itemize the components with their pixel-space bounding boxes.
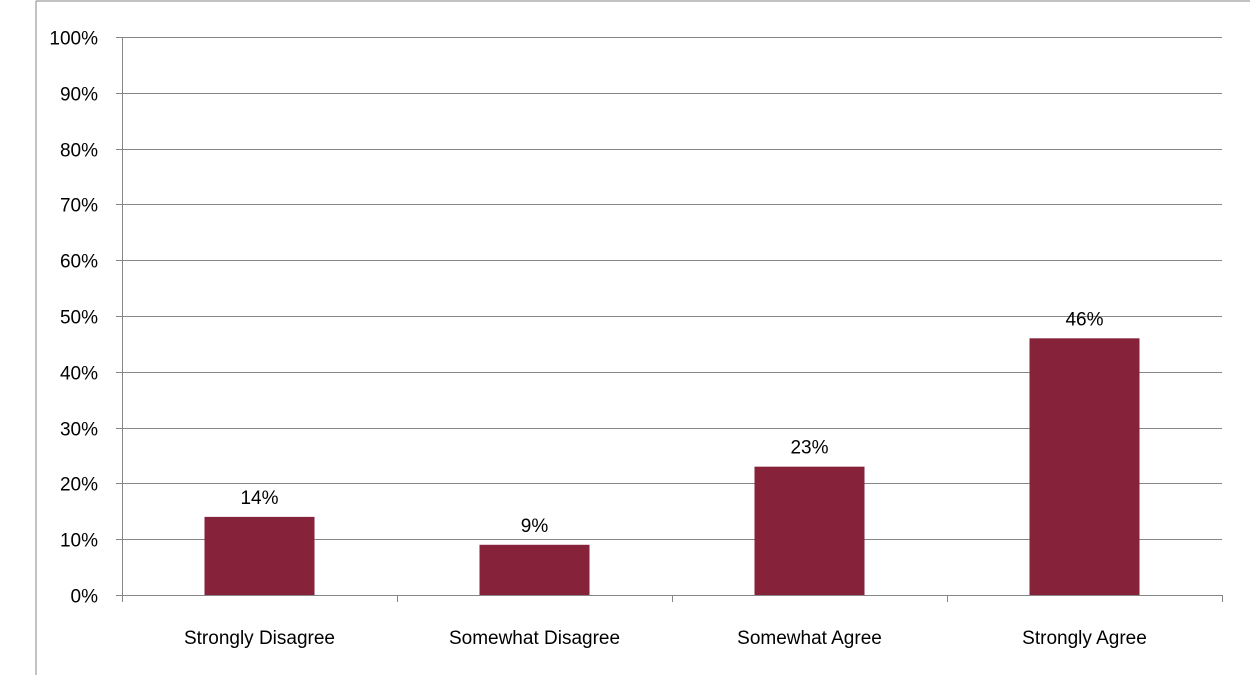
y-tick-label: 50%	[60, 308, 98, 329]
x-tick-label: Somewhat Agree	[737, 628, 882, 649]
x-tick-label: Strongly Disagree	[184, 628, 335, 649]
y-tick-label: 100%	[49, 29, 98, 50]
data-label: 9%	[521, 516, 549, 537]
y-tick-label: 30%	[60, 420, 98, 441]
bars	[204, 338, 1140, 595]
y-tick-label: 0%	[71, 587, 99, 608]
y-tick-label: 40%	[60, 364, 98, 385]
y-tick-label: 60%	[60, 252, 98, 273]
x-tick-label: Somewhat Disagree	[449, 628, 620, 649]
data-label: 14%	[240, 488, 278, 509]
x-tick-label: Strongly Agree	[1022, 628, 1147, 649]
y-tick-label: 80%	[60, 141, 98, 162]
axes	[122, 37, 1223, 602]
bar	[204, 516, 315, 595]
y-tick-label: 90%	[60, 85, 98, 106]
data-label: 23%	[790, 438, 828, 459]
bar	[1029, 338, 1140, 595]
bar	[754, 466, 865, 595]
y-tick-label: 10%	[60, 531, 98, 552]
data-label: 46%	[1065, 309, 1103, 330]
y-tick-label: 70%	[60, 196, 98, 217]
y-tick-label: 20%	[60, 475, 98, 496]
bar	[479, 544, 590, 595]
labels: 0% 10% 20% 30% 40% 50% 60% 70% 80% 90% 100% 14% Stro…	[49, 29, 1146, 650]
